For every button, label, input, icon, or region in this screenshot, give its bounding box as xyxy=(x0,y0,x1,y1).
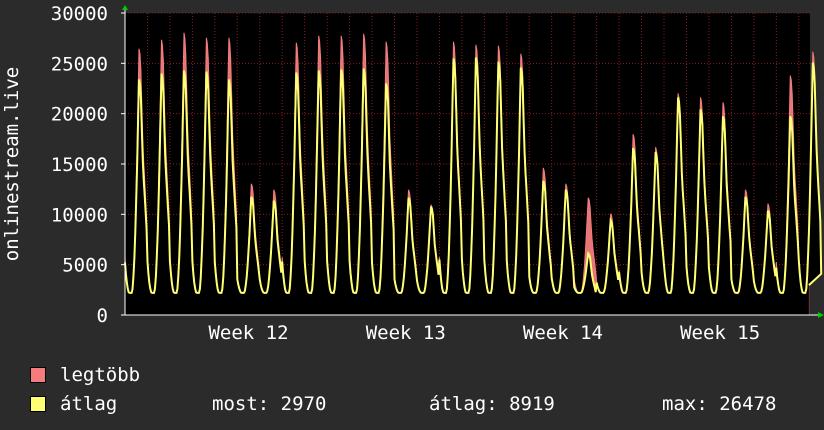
y-tick-label: 5000 xyxy=(62,255,108,277)
axes xyxy=(122,5,824,318)
series-atlag-underlay xyxy=(125,57,822,315)
y-tick-label: 0 xyxy=(97,305,108,327)
series-avg xyxy=(124,57,823,315)
y-tick-label: 20000 xyxy=(51,104,108,126)
y-axis-arrow xyxy=(122,5,128,10)
x-tick-label: Week 15 xyxy=(680,322,760,344)
y-tick-label: 15000 xyxy=(51,154,108,176)
stat-most: most: 2970 xyxy=(212,393,327,415)
y-tick-label: 25000 xyxy=(51,53,108,75)
x-tick-label: Week 14 xyxy=(523,322,603,344)
series-atlag-line xyxy=(124,57,823,294)
legend-row-max: legtöbb xyxy=(30,361,810,390)
legend-row-avg: átlag most: 2970 átlag: 8919 max: 26478 xyxy=(30,390,810,419)
y-tick-label: 30000 xyxy=(51,3,108,25)
stat-atlag: átlag: 8919 xyxy=(429,393,555,415)
legend: legtöbb átlag most: 2970 átlag: 8919 max… xyxy=(30,361,810,419)
legend-swatch-avg xyxy=(30,396,46,412)
legend-swatch-max xyxy=(30,367,46,383)
y-tick-label: 10000 xyxy=(51,204,108,226)
x-tick-label: Week 13 xyxy=(366,322,446,344)
x-tick-label: Week 12 xyxy=(208,322,288,344)
y-tick-labels: 0 5000 10000 15000 20000 25000 30000 xyxy=(51,3,125,327)
stat-max: max: 26478 xyxy=(662,393,777,415)
y-axis-label: onlinestream.live xyxy=(1,67,23,261)
legend-label-max: legtöbb xyxy=(60,364,141,386)
x-axis-arrow xyxy=(818,312,824,318)
x-tick-labels: Week 12 Week 13 Week 14 Week 15 xyxy=(208,322,760,344)
legend-label-avg: átlag xyxy=(60,393,118,415)
grid xyxy=(125,12,810,315)
